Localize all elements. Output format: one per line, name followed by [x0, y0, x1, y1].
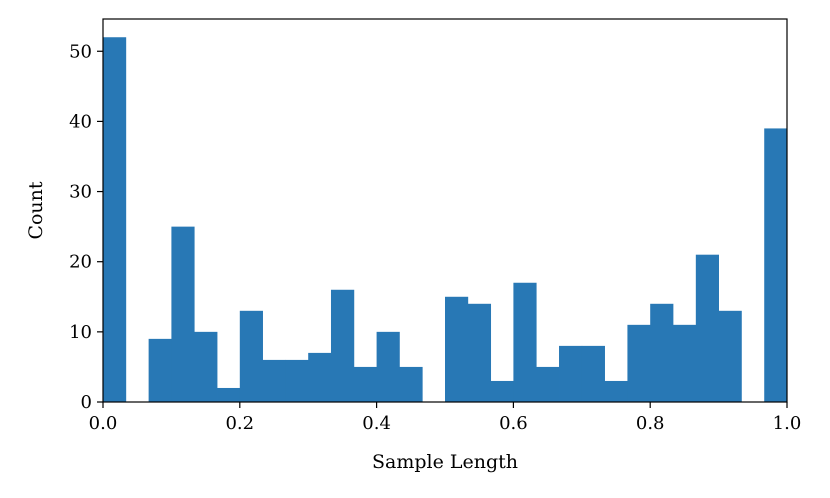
histogram-bar	[308, 352, 332, 402]
histogram-bar	[353, 366, 377, 402]
histogram-bar	[171, 226, 195, 402]
y-tick-label: 30	[69, 182, 92, 203]
plot-frame	[102, 18, 788, 403]
histogram-bar	[262, 359, 286, 402]
x-tick-label: 0.2	[225, 413, 254, 434]
histogram-bar	[650, 303, 674, 402]
histogram-bar	[559, 345, 583, 402]
y-tick-label: 40	[69, 111, 92, 132]
histogram-bar	[718, 310, 742, 402]
histogram-bar	[103, 37, 127, 402]
y-tick-label: 20	[69, 252, 92, 273]
histogram-bar	[581, 345, 605, 402]
histogram-bar	[672, 324, 697, 402]
histogram-bar	[148, 338, 172, 402]
histogram-bar	[399, 366, 423, 402]
x-axis-label: Sample Length	[372, 451, 518, 473]
histogram-bar	[627, 324, 651, 402]
histogram-bar	[285, 359, 309, 402]
histogram-bar	[376, 331, 400, 402]
y-tick-label: 10	[69, 322, 92, 343]
x-tick-label: 0.6	[499, 413, 528, 434]
histogram-bar	[764, 128, 788, 402]
x-axis-ticks: 0.0 0.2 0.4 0.6 0.8 1.0	[89, 402, 802, 434]
histogram-bar	[330, 289, 355, 402]
histogram-bar	[217, 387, 241, 402]
histogram-bar	[239, 310, 263, 402]
x-tick-label: 1.0	[773, 413, 802, 434]
bars-group	[103, 37, 788, 402]
histogram-bar	[536, 366, 560, 402]
histogram-bar	[194, 331, 218, 402]
y-axis-label: Count	[25, 181, 47, 239]
histogram-bar	[490, 380, 514, 402]
x-tick-label: 0.0	[89, 413, 118, 434]
histogram-bar	[604, 380, 628, 402]
histogram-bar	[695, 254, 719, 402]
histogram-bar	[467, 303, 492, 402]
histogram-bar	[513, 282, 537, 402]
histogram-bar	[445, 296, 469, 402]
x-tick-label: 0.4	[362, 413, 391, 434]
y-axis-ticks: 0 10 20 30 40 50	[69, 41, 103, 413]
y-tick-label: 0	[81, 392, 92, 413]
x-tick-label: 0.8	[636, 413, 665, 434]
y-tick-label: 50	[69, 41, 92, 62]
